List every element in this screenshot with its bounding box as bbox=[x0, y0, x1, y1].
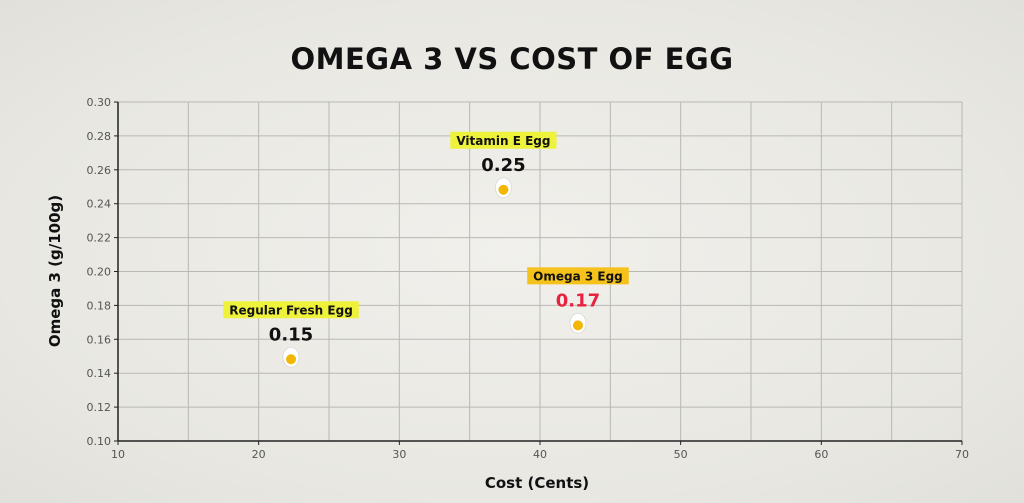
x-tick-label: 50 bbox=[674, 448, 688, 461]
data-point: Regular Fresh Egg 0.15 bbox=[223, 301, 359, 368]
y-tick-label: 0.18 bbox=[87, 299, 112, 312]
x-tick-label: 40 bbox=[533, 448, 547, 461]
y-axis-label: Omega 3 (g/100g) bbox=[46, 195, 64, 347]
egg-yolk bbox=[572, 320, 583, 331]
egg-icon bbox=[282, 346, 300, 368]
egg-yolk bbox=[498, 184, 509, 195]
point-name-highlight bbox=[527, 267, 629, 285]
point-name-highlight bbox=[450, 131, 557, 149]
y-tick-label: 0.30 bbox=[87, 96, 112, 109]
y-tick-label: 0.26 bbox=[87, 164, 112, 177]
x-tick-label: 70 bbox=[955, 448, 969, 461]
egg-icon bbox=[569, 312, 587, 334]
point-value-label: 0.25 bbox=[481, 155, 525, 176]
y-tick-label: 0.16 bbox=[87, 333, 112, 346]
grid-lines bbox=[118, 101, 963, 441]
y-tick-label: 0.22 bbox=[87, 232, 112, 245]
x-tick-label: 10 bbox=[111, 448, 125, 461]
chart-title: OMEGA 3 VS COST OF EGG bbox=[290, 42, 734, 76]
data-points: Regular Fresh Egg 0.15 Vitamin E Egg 0.25 Om… bbox=[223, 131, 629, 368]
point-name-highlight bbox=[223, 301, 359, 319]
egg-yolk bbox=[286, 354, 297, 365]
y-tick-label: 0.10 bbox=[87, 435, 112, 448]
point-value-label: 0.17 bbox=[556, 290, 600, 311]
x-axis-label: Cost (Cents) bbox=[485, 474, 589, 492]
tick-labels: 10 20 30 40 50 60 70 0.10 0.12 0.14 0.16 0.18 0.20 0.… bbox=[87, 96, 970, 461]
y-tick-label: 0.28 bbox=[87, 130, 112, 143]
y-tick-label: 0.20 bbox=[87, 266, 112, 279]
point-name-label: Vitamin E Egg bbox=[456, 134, 550, 148]
egg-icon bbox=[495, 177, 512, 199]
x-tick-label: 30 bbox=[392, 448, 406, 461]
point-name-label: Regular Fresh Egg bbox=[229, 303, 353, 317]
y-tick-label: 0.14 bbox=[87, 367, 112, 380]
y-tick-label: 0.12 bbox=[87, 401, 112, 414]
point-name-label: Omega 3 Egg bbox=[533, 269, 623, 283]
data-point: Vitamin E Egg 0.25 bbox=[450, 131, 557, 199]
y-tick-label: 0.24 bbox=[87, 198, 112, 211]
x-tick-label: 60 bbox=[814, 448, 828, 461]
point-value-label: 0.15 bbox=[269, 324, 313, 345]
axes bbox=[114, 101, 963, 445]
data-point: Omega 3 Egg 0.17 bbox=[527, 267, 629, 334]
x-tick-label: 20 bbox=[252, 448, 266, 461]
